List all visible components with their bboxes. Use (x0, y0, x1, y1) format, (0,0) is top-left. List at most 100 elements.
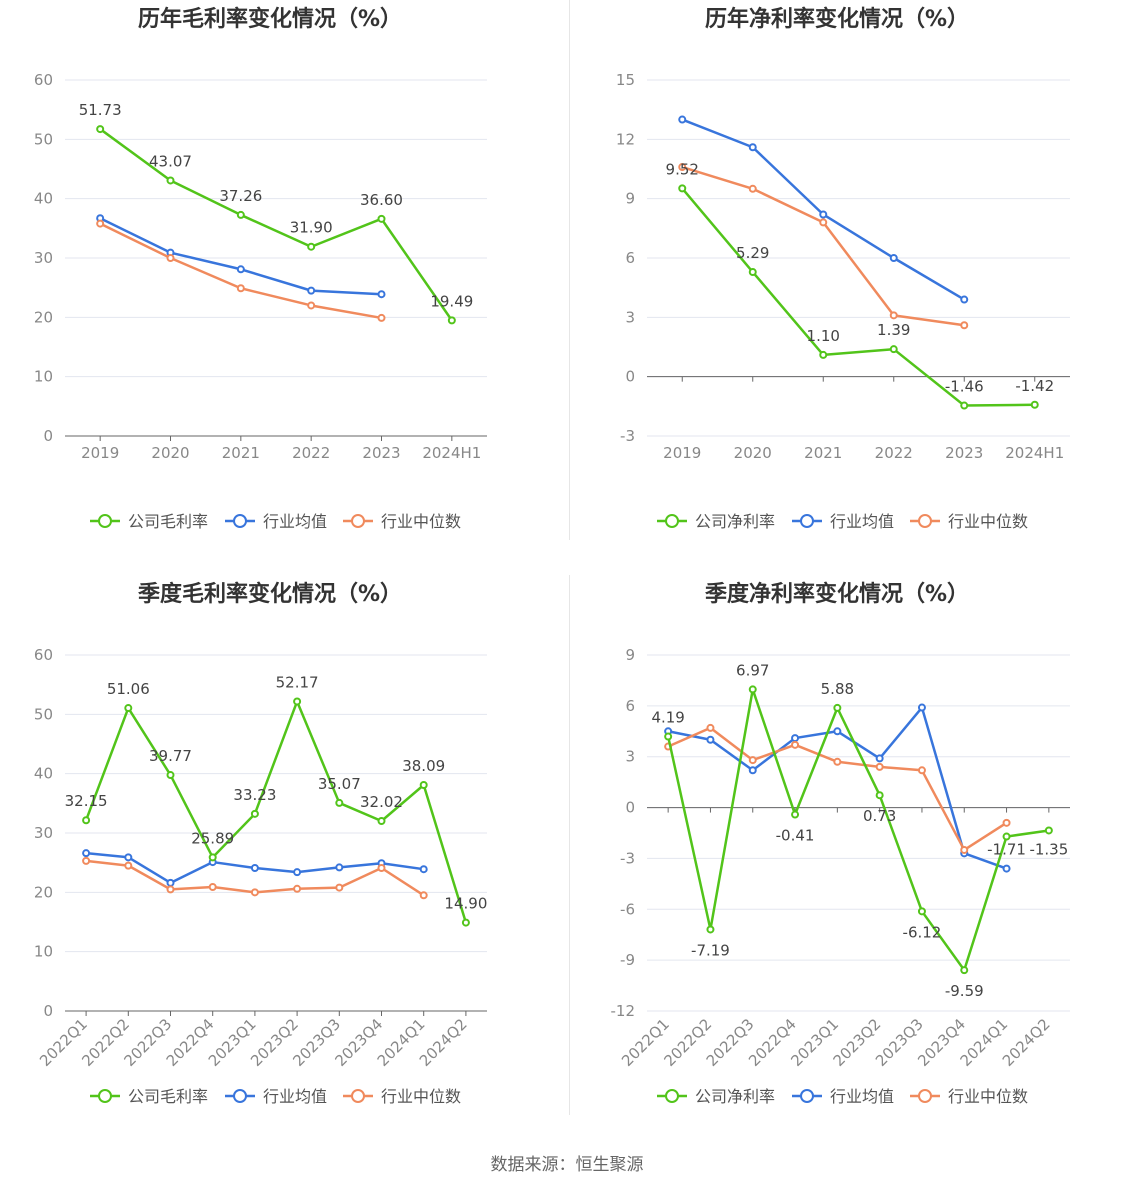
data-label: 9.52 (666, 160, 699, 178)
data-point (1044, 826, 1053, 835)
data-point (377, 313, 386, 322)
data-point (419, 865, 428, 874)
data-point (377, 214, 386, 223)
legend-label: 公司毛利率 (128, 1087, 208, 1106)
x-tick-label: 2023 (362, 444, 400, 462)
legend: 公司净利率 行业均值 行业中位数 (657, 512, 1028, 531)
data-labels: 32.15 51.06 39.77 25.89 33.23 52.17 35.0732.02… (65, 673, 488, 912)
series-company (664, 685, 1053, 975)
legend-marker (351, 1089, 365, 1103)
chart-panel-quarterly-gross: 季度毛利率变化情况（%） 0 10 20 30 40 50 60 2022Q1 2022Q2 202… (0, 575, 567, 1120)
data-point (419, 891, 428, 900)
data-point (664, 732, 673, 741)
y-tick-label: 40 (34, 190, 53, 208)
data-point (748, 685, 757, 694)
series-line (84, 700, 468, 923)
data-point (678, 184, 687, 193)
y-tick-label: 15 (616, 71, 635, 89)
data-label: 14.90 (444, 895, 487, 913)
x-tick-label: 2019 (663, 444, 701, 462)
y-tick-label: 0 (43, 427, 53, 445)
data-point (124, 704, 133, 713)
x-tick-label: 2021 (222, 444, 260, 462)
legend-label: 公司净利率 (695, 512, 775, 531)
data-point (819, 210, 828, 219)
chart-quarterly-net-margin: 季度净利率变化情况（%）-12-9-6-303692022Q12022Q2202… (611, 581, 1070, 1106)
data-point (377, 290, 386, 299)
y-tick-label: 20 (34, 883, 53, 901)
legend-label: 行业中位数 (948, 1087, 1028, 1106)
y-tick-label: 10 (34, 368, 53, 386)
data-label: 1.39 (877, 321, 910, 339)
grid-lines (647, 79, 1070, 437)
data-point (208, 882, 217, 891)
data-point (875, 754, 884, 763)
data-label: 31.90 (290, 219, 333, 237)
data-point (208, 853, 217, 862)
data-point (791, 740, 800, 749)
legend-label: 行业中位数 (948, 512, 1028, 531)
series-company (82, 697, 470, 927)
legend: 公司毛利率 行业均值 行业中位数 (90, 1087, 461, 1106)
data-point (819, 350, 828, 359)
legend-item: 行业均值 (792, 1087, 894, 1106)
data-point (96, 219, 105, 228)
grid-lines (647, 654, 1070, 1012)
data-label: 5.88 (821, 680, 854, 698)
data-point (1002, 864, 1011, 873)
data-point (335, 863, 344, 872)
legend-marker (665, 1089, 679, 1103)
series-line (666, 688, 1050, 972)
data-point (678, 115, 687, 124)
data-point (236, 284, 245, 293)
x-tick-label: 2019 (81, 444, 119, 462)
y-tick-label: -9 (620, 951, 635, 969)
legend: 公司毛利率 行业均值 行业中位数 (90, 512, 461, 531)
data-point (875, 762, 884, 771)
data-point (875, 791, 884, 800)
data-point (461, 918, 470, 927)
data-label: 32.02 (360, 793, 403, 811)
data-label: 35.07 (318, 775, 361, 793)
series-industry-median (82, 856, 428, 900)
y-tick-label: 6 (625, 697, 635, 715)
x-axis: 2019 2020 2021 2022 2023 2024H1 (647, 376, 1070, 462)
legend-item: 行业均值 (225, 512, 327, 531)
data-point (748, 756, 757, 765)
data-point (82, 856, 91, 865)
data-source-note: 数据来源：恒生聚源 (490, 1155, 644, 1175)
data-point (124, 861, 133, 870)
data-label: 51.06 (107, 680, 150, 698)
y-tick-label: 3 (625, 748, 635, 766)
y-axis: 0 10 20 30 40 50 60 (34, 646, 53, 1020)
data-point (889, 345, 898, 354)
chart-panel-quarterly-net: 季度净利率变化情况（%） -12 -9 -6 -3 0 3 6 9 2022Q1 2022Q2 202… (567, 575, 1134, 1120)
legend-marker (98, 1089, 112, 1103)
legend-marker (98, 514, 112, 528)
data-point (96, 125, 105, 134)
legend-label: 公司毛利率 (128, 512, 208, 531)
series-industry-median (678, 163, 969, 330)
data-label: -6.12 (903, 923, 942, 941)
y-axis: 0 10 20 30 40 50 60 (34, 71, 53, 445)
data-point (1002, 832, 1011, 841)
data-point (791, 734, 800, 743)
data-point (124, 853, 133, 862)
x-tick-label: 2024H1 (1005, 444, 1064, 462)
data-point (166, 878, 175, 887)
y-tick-label: 50 (34, 130, 53, 148)
y-axis: -12 -9 -6 -3 0 3 6 9 (611, 646, 636, 1020)
legend-item: 行业中位数 (343, 1087, 461, 1106)
data-point (377, 817, 386, 826)
panel-divider-top (569, 0, 570, 540)
chart-quarterly-gross-margin: 季度毛利率变化情况（%） 0 10 20 30 40 50 60 2022Q12022Q2202… (34, 581, 488, 1106)
data-point (447, 316, 456, 325)
x-tick-label: 2020 (734, 444, 772, 462)
data-label: 25.89 (191, 829, 234, 847)
data-point (250, 888, 259, 897)
legend-label: 行业中位数 (381, 1087, 461, 1106)
legend-marker (918, 514, 932, 528)
legend-label: 行业均值 (263, 1087, 327, 1106)
data-point (166, 176, 175, 185)
legend-label: 行业均值 (830, 1087, 894, 1106)
